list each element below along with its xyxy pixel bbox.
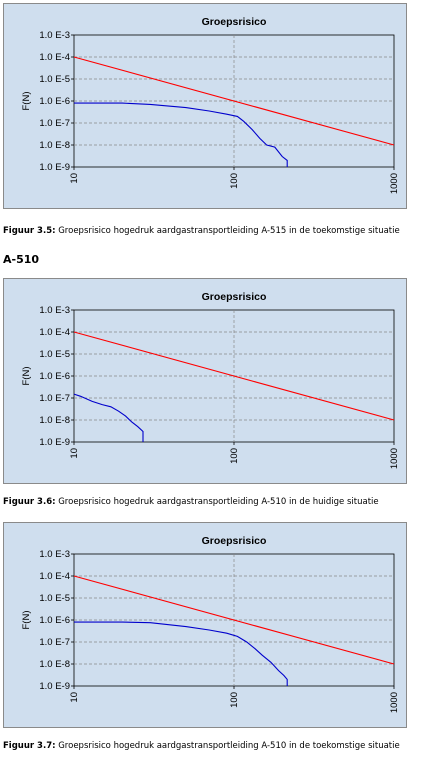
y-tick-label: 1.0 E-5	[39, 349, 70, 360]
figure-caption-label: Figuur 3.5:	[3, 226, 56, 236]
norm-line	[73, 575, 395, 665]
figure-caption-3-5: Figuur 3.5: Groepsrisico hogedruk aardga…	[3, 226, 400, 236]
x-tick-label: 1000	[389, 448, 400, 469]
chart-title: Groepsrisico	[202, 291, 267, 303]
chart-title: Groepsrisico	[202, 16, 267, 28]
x-tick-label: 10	[69, 448, 80, 459]
y-tick-label: 1.0 E-3	[39, 305, 70, 316]
y-tick-label: 1.0 E-9	[39, 437, 70, 448]
y-tick-label: 1.0 E-4	[39, 327, 70, 338]
figure-caption-3-7: Figuur 3.7: Groepsrisico hogedruk aardga…	[3, 741, 400, 751]
y-tick-label: 1.0 E-6	[39, 371, 70, 382]
chart-panel-1: Groepsrisico 1.0 E-3 1.0 E-4 1.0 E-5 1.0 E-6…	[3, 3, 407, 209]
x-tick-label: 1000	[389, 173, 400, 194]
figure-caption-3-6: Figuur 3.6: Groepsrisico hogedruk aardga…	[3, 497, 379, 507]
x-tick-label: 100	[229, 448, 240, 464]
y-tick-label: 1.0 E-7	[39, 393, 70, 404]
y-tick-label: 1.0 E-6	[39, 615, 70, 626]
x-tick-label: 100	[229, 692, 240, 708]
x-tick-label: 1000	[389, 692, 400, 713]
chart-panel-3: Groepsrisico 1.0 E-3 1.0 E-4 1.0 E-5 1.0 E-6…	[3, 522, 407, 728]
chart-svg-2: Groepsrisico 1.0 E-3 1.0 E-4 1.0 E-5 1.0 E-6…	[21, 291, 400, 469]
y-tick-label: 1.0 E-8	[39, 140, 70, 151]
x-tick-label: 10	[69, 173, 80, 184]
y-tick-label: 1.0 E-6	[39, 96, 70, 107]
y-tick-label: 1.0 E-7	[39, 118, 70, 129]
chart-panel-2: Groepsrisico 1.0 E-3 1.0 E-4 1.0 E-5 1.0 E-6…	[3, 278, 407, 484]
risk-curve	[74, 102, 288, 167]
risk-curve	[74, 621, 288, 686]
y-tick-label: 1.0 E-5	[39, 593, 70, 604]
chart-title: Groepsrisico	[202, 535, 267, 547]
norm-line	[73, 56, 395, 146]
norm-line	[73, 331, 395, 421]
risk-curve	[73, 393, 144, 442]
y-axis-label: F(N)	[21, 92, 32, 111]
figure-caption-text: Groepsrisico hogedruk aardgastransportle…	[55, 497, 379, 507]
chart-svg-3: Groepsrisico 1.0 E-3 1.0 E-4 1.0 E-5 1.0 E-6…	[21, 535, 400, 713]
y-tick-label: 1.0 E-3	[39, 549, 70, 560]
x-tick-label: 100	[229, 173, 240, 189]
y-tick-label: 1.0 E-8	[39, 659, 70, 670]
figure-caption-text: Groepsrisico hogedruk aardgastransportle…	[55, 741, 400, 751]
x-tick-label: 10	[69, 692, 80, 703]
y-tick-label: 1.0 E-4	[39, 52, 70, 63]
figure-caption-text: Groepsrisico hogedruk aardgastransportle…	[55, 226, 400, 236]
y-tick-label: 1.0 E-9	[39, 681, 70, 692]
y-tick-label: 1.0 E-4	[39, 571, 70, 582]
y-axis-label: F(N)	[21, 611, 32, 630]
y-tick-label: 1.0 E-9	[39, 162, 70, 173]
section-heading: A-510	[3, 253, 40, 266]
y-tick-label: 1.0 E-5	[39, 74, 70, 85]
figure-caption-label: Figuur 3.6:	[3, 497, 56, 507]
y-tick-label: 1.0 E-7	[39, 637, 70, 648]
figure-caption-label: Figuur 3.7:	[3, 741, 56, 751]
y-tick-label: 1.0 E-3	[39, 30, 70, 41]
y-axis-label: F(N)	[21, 367, 32, 386]
chart-svg-1: Groepsrisico 1.0 E-3 1.0 E-4 1.0 E-5 1.0 E-6…	[21, 16, 400, 194]
y-tick-label: 1.0 E-8	[39, 415, 70, 426]
